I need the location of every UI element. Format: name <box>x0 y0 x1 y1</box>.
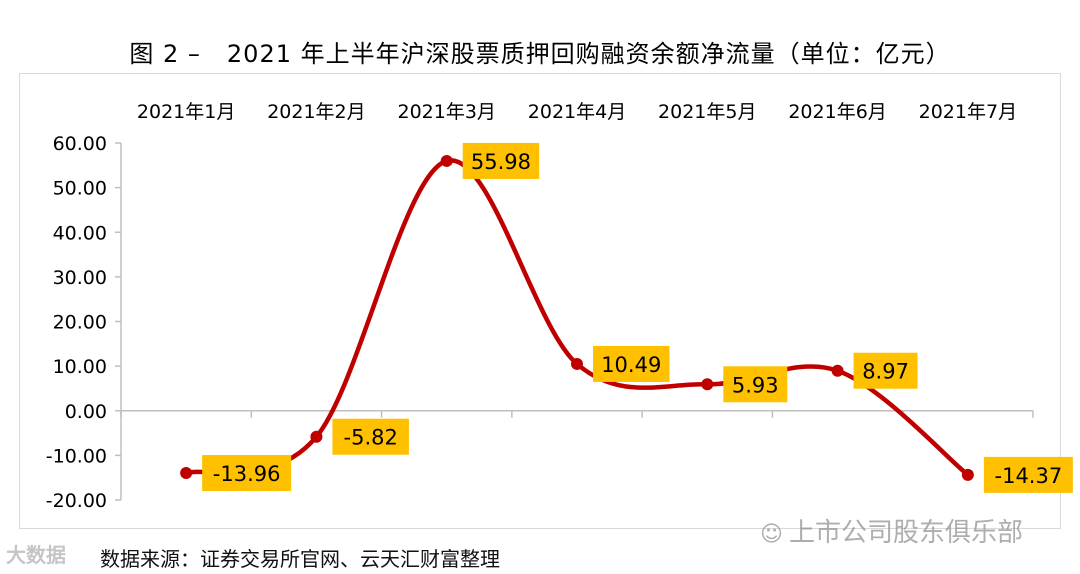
series-line <box>183 158 971 478</box>
y-tick-label: 30.00 <box>53 267 107 289</box>
y-tick-label: 50.00 <box>53 178 107 200</box>
data-label-box <box>593 345 670 382</box>
x-tick-label: 2021年5月 <box>658 101 756 123</box>
watermark-left: 大数据 <box>6 543 66 567</box>
x-tick-label: 2021年6月 <box>788 101 886 123</box>
data-label-box <box>983 456 1073 493</box>
data-point <box>440 154 453 167</box>
data-label: -14.37 <box>995 464 1063 488</box>
x-tick-label: 2021年2月 <box>267 101 365 123</box>
wechat-icon: ☺ <box>760 522 783 547</box>
x-tick-label: 2021年7月 <box>919 101 1017 123</box>
data-label-box <box>853 352 918 389</box>
y-tick-label: 60.00 <box>53 133 107 155</box>
x-tick-label: 2021年1月 <box>137 101 235 123</box>
title-text: 2021 年上半年沪深股票质押回购融资余额净流量（单位：亿元） <box>226 40 951 68</box>
data-label: -13.96 <box>213 462 281 486</box>
data-point <box>310 430 323 443</box>
data-label-box <box>462 142 540 179</box>
x-tick-label: 2021年3月 <box>397 101 495 123</box>
data-point <box>180 467 193 480</box>
data-label: -5.82 <box>344 426 398 450</box>
source-note: 数据来源：证券交易所官网、云天汇财富整理 <box>100 547 500 571</box>
data-label: 55.98 <box>471 150 531 174</box>
y-tick-label: 10.00 <box>53 356 107 378</box>
chart-title: 图 2 – 2021 年上半年沪深股票质押回购融资余额净流量（单位：亿元） <box>0 34 1080 69</box>
data-label: 10.49 <box>601 353 661 377</box>
y-tick-label: -10.00 <box>46 445 107 467</box>
data-point <box>571 357 583 370</box>
data-point <box>701 378 714 391</box>
y-tick-label: 0.00 <box>65 401 107 423</box>
x-tick-label: 2021年4月 <box>528 101 626 123</box>
data-label: 5.93 <box>732 373 779 397</box>
watermark-right: ☺ 上市公司股东俱乐部 <box>760 512 1023 549</box>
figure-label: 图 2 – <box>129 40 201 68</box>
y-tick-label: 20.00 <box>53 312 107 334</box>
data-label-box <box>202 455 292 492</box>
data-point <box>831 364 844 377</box>
data-label-box <box>332 418 409 455</box>
watermark-right-text: 上市公司股东俱乐部 <box>788 518 1023 548</box>
data-label-box <box>723 366 788 403</box>
data-point <box>961 468 974 481</box>
data-label: 8.97 <box>862 360 909 384</box>
y-tick-label: -20.00 <box>46 490 107 512</box>
y-tick-label: 40.00 <box>53 222 107 244</box>
